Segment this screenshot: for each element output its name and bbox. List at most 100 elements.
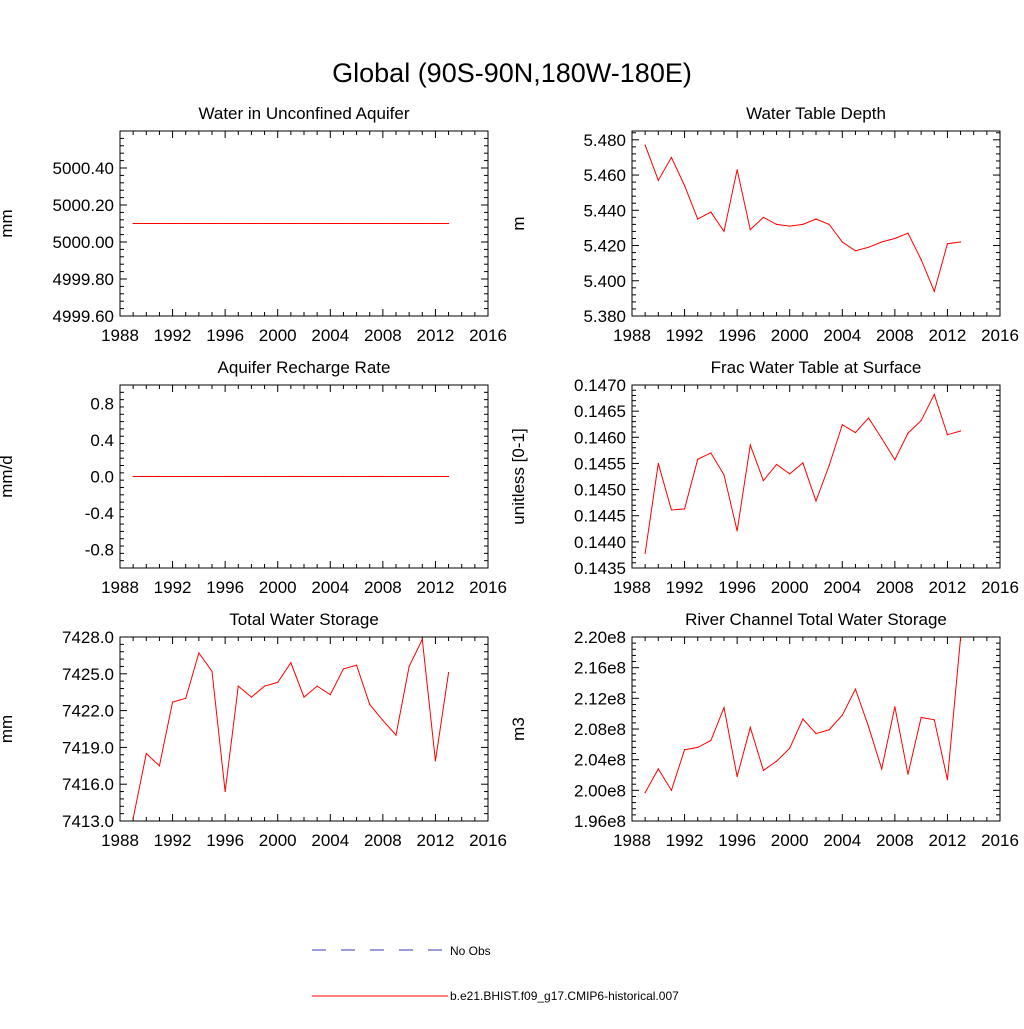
data-point [775, 223, 778, 225]
data-point [303, 696, 305, 698]
data-point [933, 393, 935, 396]
data-point [828, 729, 830, 731]
data-point [644, 144, 646, 146]
data-point [342, 668, 345, 670]
data-point [828, 464, 830, 467]
data-point [907, 773, 909, 775]
x-tick-label: 1988 [613, 578, 651, 597]
x-tick-label: 2012 [929, 831, 967, 850]
data-point [920, 259, 922, 261]
y-tick-label: 5000.40 [53, 159, 114, 178]
data-point [775, 760, 778, 762]
data-point [447, 475, 450, 478]
x-tick-label: 2012 [929, 578, 967, 597]
data-point [867, 246, 870, 248]
data-point [697, 746, 699, 749]
x-tick-label: 1988 [101, 831, 139, 850]
y-tick-label: 7422.0 [62, 702, 114, 721]
data-point [815, 218, 817, 220]
data-point [342, 222, 345, 225]
x-tick-label: 2000 [259, 831, 297, 850]
data-point [907, 432, 909, 434]
x-tick-label: 2008 [876, 578, 914, 597]
data-point [867, 726, 870, 728]
figure-title: Global (90S-90N,180W-180E) [332, 58, 692, 88]
x-tick-label: 2012 [417, 578, 455, 597]
data-point [316, 685, 318, 687]
data-point [697, 458, 699, 460]
data-point [447, 222, 450, 225]
data-point [683, 749, 686, 751]
data-point [946, 779, 949, 781]
x-tick-label: 2012 [417, 831, 455, 850]
data-point [736, 169, 738, 171]
x-tick-label: 1996 [206, 326, 244, 345]
x-tick-label: 1992 [154, 831, 192, 850]
data-point [224, 790, 226, 793]
data-point [434, 475, 437, 478]
data-point [132, 817, 134, 820]
y-tick-label: 0.1435 [574, 559, 626, 578]
data-point [802, 718, 804, 720]
data-point [224, 475, 226, 478]
panel-title: Aquifer Recharge Rate [218, 358, 391, 377]
data-point [185, 697, 187, 699]
data-point [775, 463, 778, 466]
legend-label-model: b.e21.BHIST.f09_g17.CMIP6-historical.007 [450, 989, 679, 1003]
data-point [749, 726, 751, 729]
data-point [854, 431, 857, 434]
data-point [369, 703, 371, 706]
y-tick-label: -0.4 [85, 504, 114, 523]
panel-3: Aquifer Recharge Rate 1988 1992 1996 2000 200… [0, 358, 507, 597]
data-point [959, 637, 962, 639]
y-tick-label: 5.460 [583, 166, 626, 185]
x-tick-label: 2012 [929, 326, 967, 345]
y-tick-label: 2.16e8 [574, 659, 626, 678]
data-point [854, 250, 857, 252]
data-point [815, 733, 817, 735]
panels: Water in Unconfined Aquifer 1988 1992 1996 2… [0, 104, 1019, 850]
x-tick-label: 2004 [823, 831, 861, 850]
x-tick-label: 2004 [311, 831, 349, 850]
y-tick-label: 5.420 [583, 237, 626, 256]
data-point [224, 222, 226, 225]
y-axis-label: m3 [509, 717, 528, 741]
data-point [841, 241, 843, 243]
y-axis-label: mm/d [0, 455, 16, 498]
data-point [762, 480, 765, 482]
x-tick-label: 1996 [718, 831, 756, 850]
data-point [710, 452, 712, 454]
y-tick-label: 0.1465 [574, 402, 626, 421]
data-point [395, 222, 397, 225]
data-point [158, 765, 161, 767]
data-point [211, 475, 213, 478]
x-tick-label: 1988 [613, 326, 651, 345]
data-point [736, 530, 738, 532]
data-point [145, 475, 147, 478]
data-point [723, 706, 725, 709]
data-point [211, 670, 213, 672]
x-tick-label: 2008 [876, 831, 914, 850]
data-point [395, 734, 397, 736]
data-point [211, 222, 213, 225]
data-point [145, 222, 147, 225]
series-line [644, 144, 961, 293]
y-tick-label: 7416.0 [62, 775, 114, 794]
data-point [408, 222, 410, 225]
x-tick-label: 2000 [771, 831, 809, 850]
y-tick-label: 5.380 [583, 307, 626, 326]
x-tick-label: 1992 [666, 578, 704, 597]
data-point [395, 475, 397, 478]
y-axis-label: mm [0, 715, 16, 743]
y-axis-label: mm [0, 209, 16, 237]
data-point [290, 222, 292, 225]
data-point [657, 179, 659, 181]
panel-4: Frac Water Table at Surface 1988 1992 1996 2… [509, 358, 1019, 597]
data-point [881, 437, 883, 439]
x-tick-label: 1996 [206, 831, 244, 850]
data-point [421, 475, 423, 478]
x-tick-label: 2008 [364, 578, 402, 597]
panel-title: Water Table Depth [746, 104, 886, 123]
x-tick-label: 1988 [613, 831, 651, 850]
data-point [881, 241, 883, 243]
